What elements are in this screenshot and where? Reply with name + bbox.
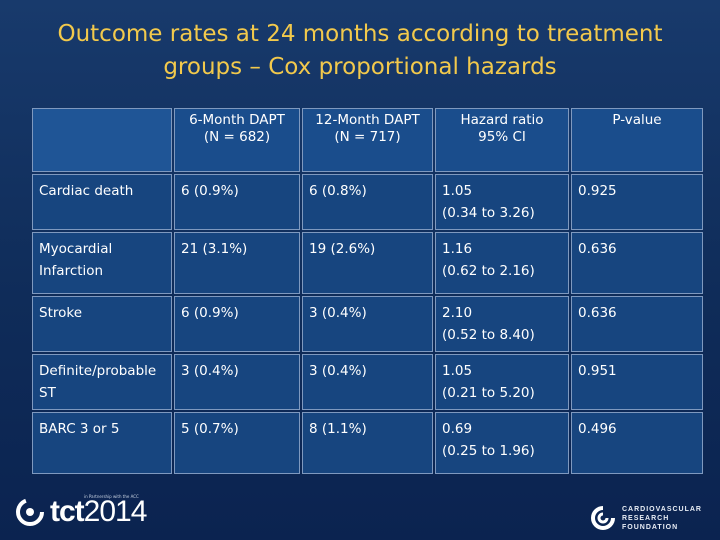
hazard-ratio-value: 1.05 (442, 183, 473, 199)
cell-hazard-ratio: 0.69 (0.25 to 1.96) (435, 412, 569, 474)
cell-12-month: 3 (0.4%) (302, 296, 433, 352)
header-p-value: P-value (571, 108, 703, 172)
slide-title: Outcome rates at 24 months according to … (30, 18, 690, 84)
cell-6-month: 6 (0.9%) (174, 174, 300, 230)
header-empty-cell (32, 108, 172, 172)
header-hazard-ratio-label: Hazard ratio (460, 112, 544, 128)
hazard-ratio-value: 1.16 (442, 241, 473, 257)
cell-p-value: 0.636 (571, 296, 703, 352)
confidence-interval: (0.21 to 5.20) (442, 385, 535, 401)
cell-6-month: 3 (0.4%) (174, 354, 300, 410)
cell-hazard-ratio: 2.10 (0.52 to 8.40) (435, 296, 569, 352)
cell-12-month: 3 (0.4%) (302, 354, 433, 410)
title-line-2: groups – Cox proportional hazards (163, 54, 557, 80)
row-label: Stroke (32, 296, 172, 352)
cell-p-value: 0.925 (571, 174, 703, 230)
table-row: Definite/probable ST 3 (0.4%) 3 (0.4%) 1… (32, 354, 703, 410)
crf-line-2: RESEARCH (622, 514, 670, 522)
table-row: BARC 3 or 5 5 (0.7%) 8 (1.1%) 0.69 (0.25… (32, 412, 703, 474)
tct-logo-year: 2014 (83, 495, 148, 528)
confidence-interval: (0.62 to 2.16) (442, 263, 535, 279)
crf-line-1: CARDIOVASCULAR (622, 505, 702, 513)
hazard-ratio-value: 1.05 (442, 363, 473, 379)
cell-hazard-ratio: 1.16 (0.62 to 2.16) (435, 232, 569, 294)
hazard-ratio-value: 0.69 (442, 421, 473, 437)
header-row: 6-Month DAPT (N = 682) 12-Month DAPT (N … (32, 108, 703, 172)
title-line-1: Outcome rates at 24 months according to … (57, 21, 663, 47)
header-p-value-label: P-value (612, 112, 662, 128)
outcomes-table: 6-Month DAPT (N = 682) 12-Month DAPT (N … (30, 106, 705, 476)
confidence-interval: (0.52 to 8.40) (442, 327, 535, 343)
hazard-ratio-value: 2.10 (442, 305, 473, 321)
table-row: Myocardial Infarction 21 (3.1%) 19 (2.6%… (32, 232, 703, 294)
table-row: Stroke 6 (0.9%) 3 (0.4%) 2.10 (0.52 to 8… (32, 296, 703, 352)
partner-text: in Partnership with the ACC (84, 494, 139, 499)
cell-p-value: 0.951 (571, 354, 703, 410)
header-12-month-dapt: 12-Month DAPT (N = 717) (302, 108, 433, 172)
header-6-month-dapt: 6-Month DAPT (N = 682) (174, 108, 300, 172)
row-label: Definite/probable ST (32, 354, 172, 410)
tct-logo-prefix: tct (50, 495, 85, 528)
tct-logo-text: tct2014 (50, 495, 148, 529)
cell-6-month: 6 (0.9%) (174, 296, 300, 352)
crf-logo: CARDIOVASCULAR RESEARCH FOUNDATION (590, 500, 710, 536)
cell-hazard-ratio: 1.05 (0.21 to 5.20) (435, 354, 569, 410)
cell-12-month: 8 (1.1%) (302, 412, 433, 474)
header-6-month-n: (N = 682) (203, 129, 271, 145)
cell-hazard-ratio: 1.05 (0.34 to 3.26) (435, 174, 569, 230)
cell-12-month: 19 (2.6%) (302, 232, 433, 294)
header-6-month-label: 6-Month DAPT (189, 112, 285, 128)
header-ci-label: 95% CI (478, 129, 526, 145)
cell-p-value: 0.636 (571, 232, 703, 294)
cell-6-month: 5 (0.7%) (174, 412, 300, 474)
table-row: Cardiac death 6 (0.9%) 6 (0.8%) 1.05 (0.… (32, 174, 703, 230)
row-label: Cardiac death (32, 174, 172, 230)
confidence-interval: (0.34 to 3.26) (442, 205, 535, 221)
header-12-month-n: (N = 717) (334, 129, 401, 145)
cell-p-value: 0.496 (571, 412, 703, 474)
crf-logo-text: CARDIOVASCULAR RESEARCH FOUNDATION (622, 505, 702, 532)
row-label: BARC 3 or 5 (32, 412, 172, 474)
cell-12-month: 6 (0.8%) (302, 174, 433, 230)
header-hazard-ratio: Hazard ratio 95% CI (435, 108, 569, 172)
crf-line-3: FOUNDATION (622, 523, 679, 531)
cell-6-month: 21 (3.1%) (174, 232, 300, 294)
crf-emblem-icon (591, 506, 615, 530)
tct-swirl-icon (16, 498, 44, 526)
row-label: Myocardial Infarction (32, 232, 172, 294)
confidence-interval: (0.25 to 1.96) (442, 443, 535, 459)
tct-logo: tct2014 (14, 490, 174, 534)
header-12-month-label: 12-Month DAPT (315, 112, 420, 128)
